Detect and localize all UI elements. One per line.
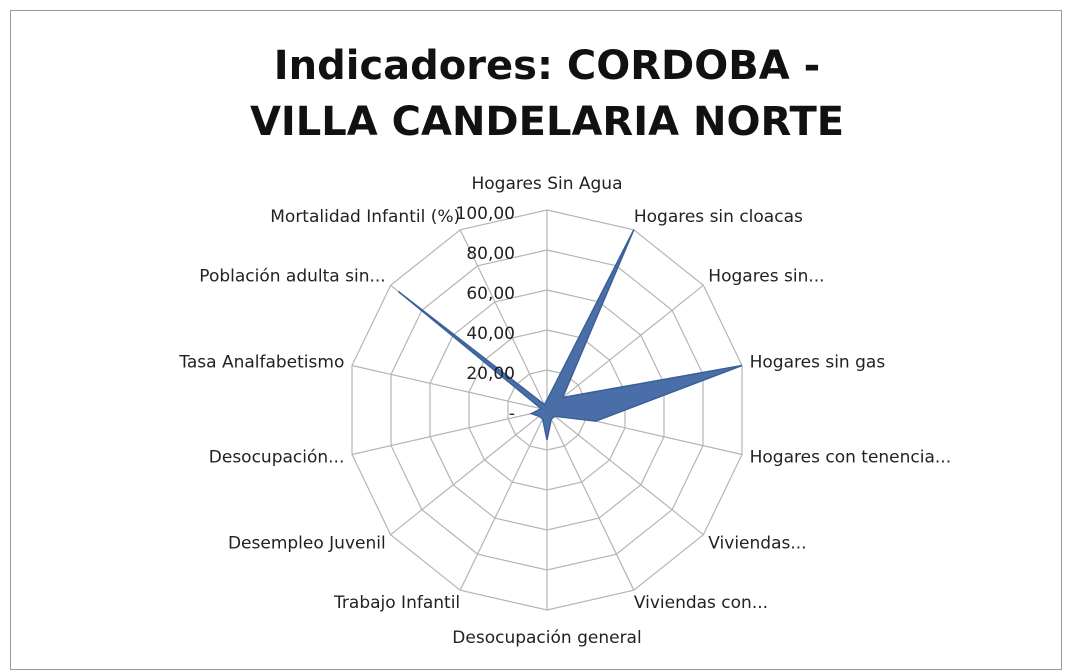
- spoke: [351, 409, 548, 456]
- r-tick-label: -: [509, 404, 515, 424]
- r-tick-label: 100,00: [456, 204, 515, 224]
- r-tick-label: 20,00: [466, 364, 515, 384]
- spoke: [459, 409, 548, 591]
- category-label: Tasa Analfabetismo: [178, 352, 344, 372]
- spoke: [546, 284, 704, 411]
- category-label: Hogares sin cloacas: [634, 207, 803, 227]
- category-label: Desocupación general: [452, 628, 641, 648]
- spoke: [351, 364, 548, 411]
- chart-title: Indicadores: CORDOBA - VILLA CANDELARIA …: [249, 43, 845, 145]
- spoke: [546, 409, 704, 536]
- r-tick-label: 80,00: [466, 244, 515, 264]
- category-label: Mortalidad Infantil (%): [270, 207, 460, 227]
- category-label: Hogares sin gas: [750, 352, 886, 372]
- category-label: Hogares sin...: [708, 267, 824, 287]
- category-label: Hogares con tenencia...: [750, 448, 952, 468]
- category-label: Trabajo Infantil: [333, 593, 460, 613]
- spoke: [459, 229, 548, 411]
- category-label: Desempleo Juvenil: [228, 533, 386, 553]
- r-tick-label: 60,00: [466, 284, 515, 304]
- r-tick-label: 40,00: [466, 324, 515, 344]
- category-label: Viviendas con...: [634, 593, 768, 613]
- category-label: Viviendas...: [708, 533, 806, 553]
- category-label: Hogares Sin Agua: [471, 174, 622, 194]
- category-label: Población adulta sin...: [199, 267, 385, 287]
- radar-area: [397, 229, 743, 441]
- spoke: [390, 409, 548, 536]
- spoke: [546, 409, 635, 591]
- category-label: Desocupación...: [209, 448, 345, 468]
